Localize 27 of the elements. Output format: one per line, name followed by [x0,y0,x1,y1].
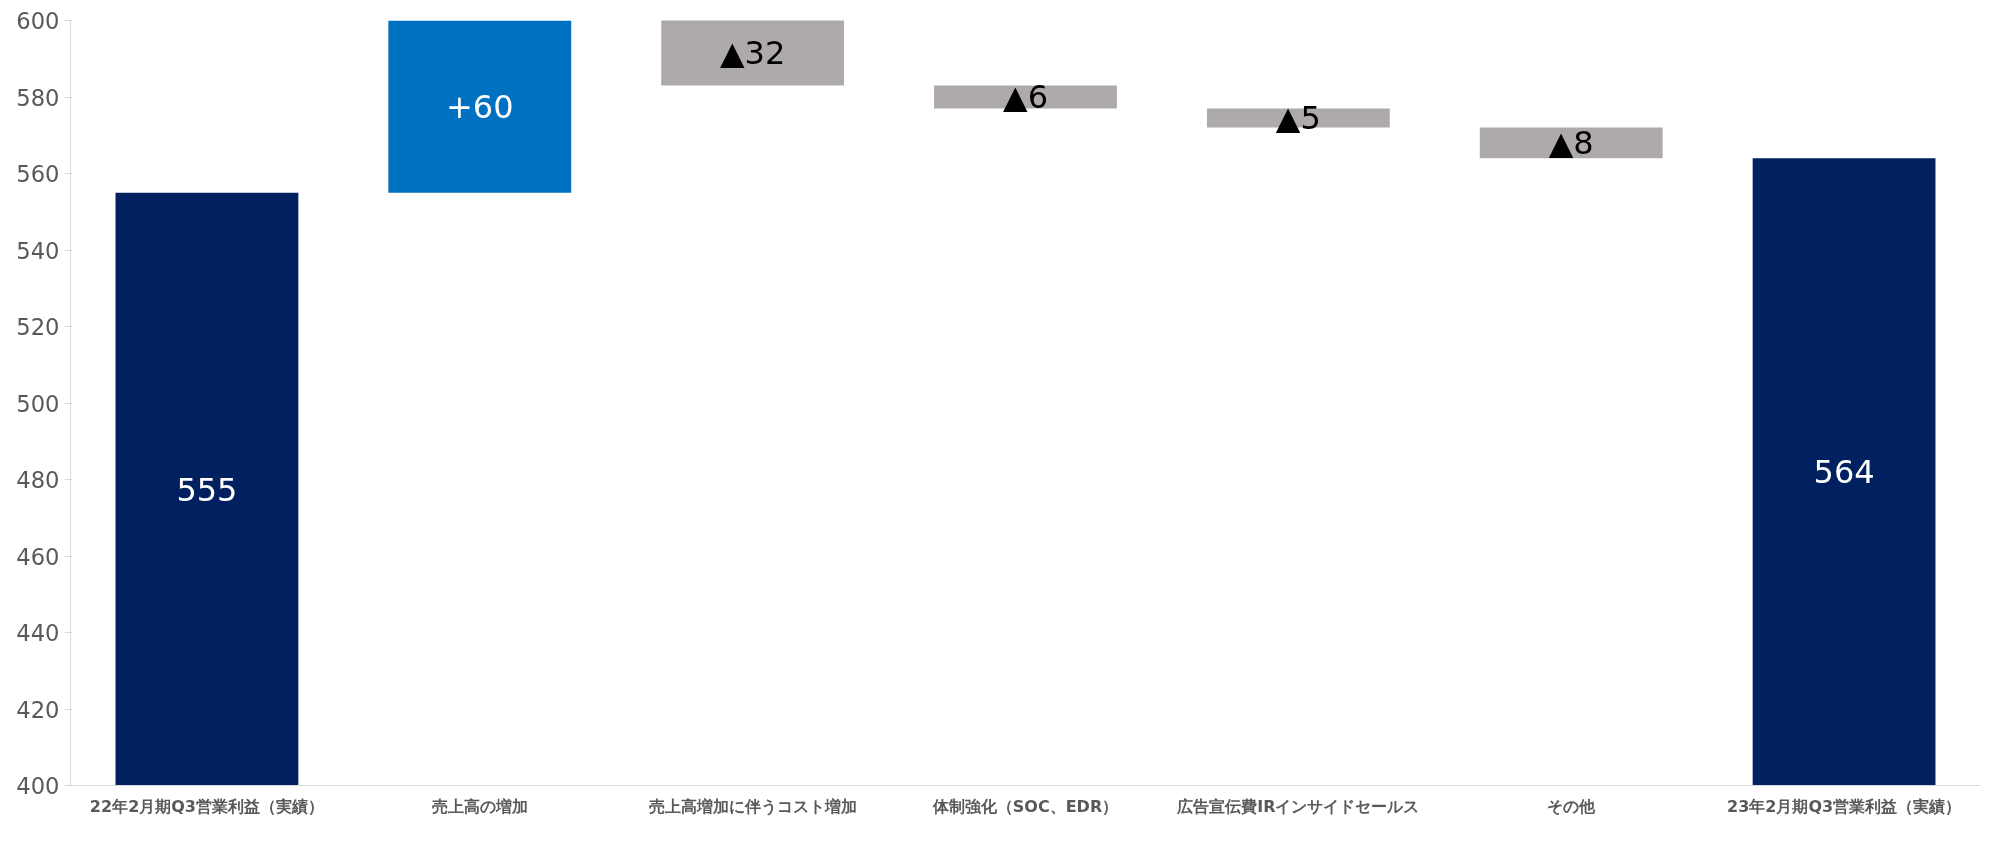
y-tick-label: 400 [16,773,60,799]
x-tick-label: 売上高増加に伴うコスト増加 [648,796,857,816]
data-label: ▲6 [1003,78,1048,116]
bar [115,192,299,786]
x-tick-label: 広告宣伝費IRインサイドセールス [1176,796,1420,816]
y-tick-label: 540 [16,237,60,264]
data-label: 564 [1813,453,1875,492]
x-tick-label: 体制強化（SOC、EDR） [931,796,1119,816]
y-tick-label: 520 [16,314,60,340]
y-tick-label: 420 [16,696,60,723]
x-tick-label: 22年2月期Q3営業利益（実績） [89,796,324,816]
x-tick-label: その他 [1547,796,1597,816]
y-tick-label: 560 [16,161,60,187]
y-tick-label: 580 [16,84,60,111]
data-label: ▲5 [1275,99,1321,138]
bar [1752,158,1936,786]
y-tick-label: 480 [16,467,60,493]
y-tick-label: 460 [16,543,60,570]
data-label: ▲32 [719,34,786,73]
y-tick-label: 440 [16,620,60,646]
data-label: ▲8 [1548,123,1594,162]
data-label: 555 [176,470,238,509]
y-tick-label: 500 [16,390,60,417]
x-tick-label: 23年2月期Q3営業利益（実績） [1727,796,1962,816]
data-label: +60 [446,88,514,127]
y-tick-label: 600 [16,8,60,34]
x-tick-label: 売上高の増加 [431,796,528,816]
